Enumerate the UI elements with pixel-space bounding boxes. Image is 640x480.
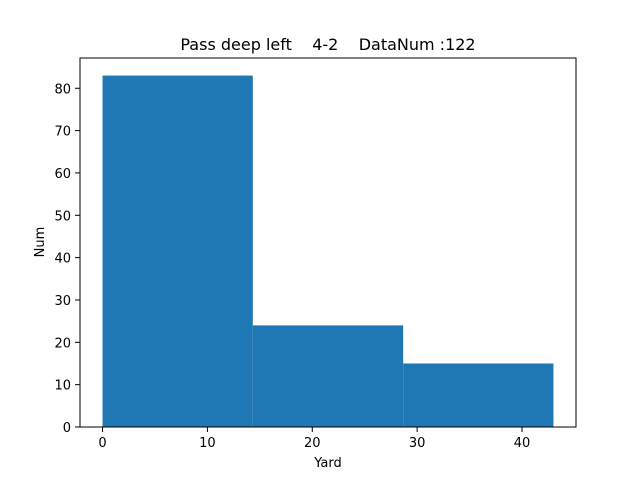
bars-group: [102, 75, 554, 428]
x-axis-label: Yard: [313, 456, 342, 471]
plot-frame: [79, 57, 577, 428]
y-tick-label: 30: [54, 294, 71, 309]
y-ticks-group: 0 10 20 30 40 50 60 70 80: [54, 82, 80, 436]
histogram-bar-1: [102, 75, 253, 428]
y-tick-label: 50: [54, 209, 71, 224]
histogram-bar-3: [403, 363, 554, 427]
x-tick-label: 10: [199, 436, 216, 451]
x-tick-label: 0: [98, 436, 106, 451]
histogram-bar-2: [252, 325, 404, 427]
x-ticks-group: 0 10 20 30 40: [98, 427, 530, 451]
x-tick-label: 20: [304, 436, 321, 451]
y-axis-label: Num: [33, 227, 48, 258]
y-tick-label: 60: [54, 167, 71, 182]
y-tick-label: 40: [54, 252, 71, 267]
chart-title: Pass deep left 4-2 DataNum :122: [180, 35, 475, 54]
x-tick-label: 40: [514, 436, 531, 451]
y-tick-label: 70: [54, 125, 71, 140]
y-tick-label: 10: [54, 379, 71, 394]
y-tick-label: 80: [54, 82, 71, 97]
y-tick-label: 20: [54, 336, 71, 351]
x-tick-label: 30: [409, 436, 426, 451]
y-tick-label: 0: [63, 421, 71, 436]
